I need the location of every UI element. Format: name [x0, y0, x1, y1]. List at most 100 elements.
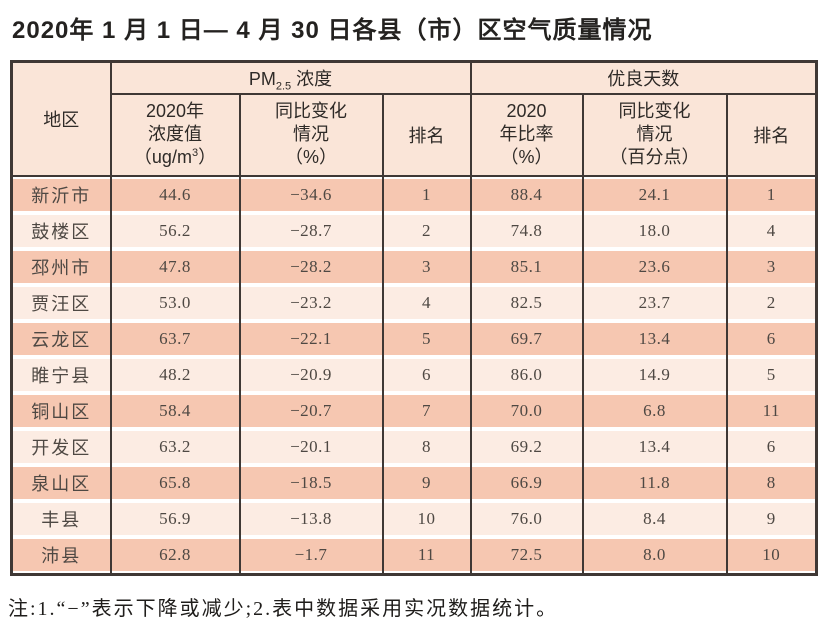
- header-line: （%）: [500, 147, 553, 167]
- pm25-prefix: PM: [248, 68, 276, 89]
- pm-value-cell: 44.6: [109, 175, 241, 213]
- ratio-change-cell: 13.4: [581, 428, 728, 465]
- table-header: 地区 PM2.5 浓度 优良天数 2020年 浓度值 （ug/m3） 同比变化 …: [10, 60, 818, 177]
- pm-value-cell: 56.9: [109, 500, 241, 537]
- ratio-change-cell: 14.9: [581, 356, 728, 393]
- col-header-ratio: 2020 年比率 （%）: [469, 92, 584, 177]
- ratio-change-value: 18.0: [583, 214, 726, 247]
- pm-change-value: −13.8: [240, 502, 382, 535]
- region-cell: 新沂市: [10, 175, 112, 213]
- pm-change-value: −18.5: [240, 466, 382, 499]
- ratio-cell: 74.8: [469, 212, 584, 249]
- air-quality-table: 地区 PM2.5 浓度 优良天数 2020年 浓度值 （ug/m3） 同比变化 …: [10, 60, 819, 576]
- ratio-change-cell: 24.1: [581, 175, 728, 213]
- region-value: 开发区: [13, 430, 110, 463]
- pm25-suffix: 浓度: [291, 68, 333, 89]
- ratio-value: 69.2: [471, 430, 582, 463]
- ratio-value: 82.5: [471, 286, 582, 319]
- pm-value: 65.8: [111, 466, 239, 499]
- good-rank-value: 5: [727, 358, 816, 391]
- pm-value: 53.0: [111, 286, 239, 319]
- region-value: 鼓楼区: [13, 214, 110, 247]
- ratio-change-cell: 6.8: [581, 392, 728, 429]
- pm-change-value: −22.1: [240, 322, 382, 355]
- col-header-good-rank: 排名: [725, 92, 818, 177]
- pm-rank-value: 9: [383, 466, 470, 499]
- ratio-value: 74.8: [471, 214, 582, 247]
- region-cell: 贾汪区: [10, 284, 112, 321]
- pm-change-cell: −13.8: [238, 500, 384, 537]
- pm-rank-cell: 7: [381, 392, 472, 429]
- pm-rank-value: 10: [383, 502, 470, 535]
- good-rank-cell: 8: [725, 464, 818, 501]
- good-rank-value: 9: [727, 502, 816, 535]
- ratio-cell: 66.9: [469, 464, 584, 501]
- pm-value: 63.2: [111, 430, 239, 463]
- pm-value: 63.7: [111, 322, 239, 355]
- pm-rank-value: 11: [383, 538, 470, 571]
- col-header-pm-rank: 排名: [381, 92, 472, 177]
- pm-value-cell: 62.8: [109, 536, 241, 574]
- good-rank-cell: 2: [725, 284, 818, 321]
- ratio-value: 72.5: [471, 538, 582, 571]
- table-row: 贾汪区 53.0 −23.2 4 82.5 23.7 2: [10, 284, 818, 321]
- pm-change-cell: −28.2: [238, 248, 384, 285]
- col-header-region: 地区: [10, 60, 112, 177]
- pm-rank-cell: 11: [381, 536, 472, 574]
- pm-change-cell: −20.7: [238, 392, 384, 429]
- ratio-cell: 85.1: [469, 248, 584, 285]
- pm-change-value: −28.7: [240, 214, 382, 247]
- region-value: 邳州市: [13, 250, 110, 283]
- ratio-change-value: 13.4: [583, 322, 726, 355]
- good-rank-cell: 9: [725, 500, 818, 537]
- table-row: 新沂市 44.6 −34.6 1 88.4 24.1 1: [10, 175, 818, 213]
- good-rank-cell: 10: [725, 536, 818, 574]
- region-value: 泉山区: [13, 466, 110, 499]
- pm-value: 44.6: [111, 178, 239, 211]
- good-rank-value: 11: [727, 394, 816, 427]
- region-cell: 云龙区: [10, 320, 112, 357]
- pm-value-cell: 58.4: [109, 392, 241, 429]
- region-cell: 鼓楼区: [10, 212, 112, 249]
- pm-value: 47.8: [111, 250, 239, 283]
- pm-value-cell: 65.8: [109, 464, 241, 501]
- region-value: 丰县: [13, 502, 110, 535]
- pm-rank-cell: 3: [381, 248, 472, 285]
- ratio-change-value: 8.4: [583, 502, 726, 535]
- region-value: 沛县: [13, 538, 110, 571]
- good-rank-value: 6: [727, 430, 816, 463]
- region-cell: 丰县: [10, 500, 112, 537]
- ratio-cell: 86.0: [469, 356, 584, 393]
- region-cell: 睢宁县: [10, 356, 112, 393]
- ratio-change-value: 24.1: [583, 178, 726, 211]
- header-line: 情况: [636, 124, 673, 144]
- pm-change-cell: −20.1: [238, 428, 384, 465]
- pm-rank-value: 1: [383, 178, 470, 211]
- ratio-cell: 69.2: [469, 428, 584, 465]
- pm-rank-value: 2: [383, 214, 470, 247]
- header-group-row: 地区 PM2.5 浓度 优良天数: [10, 60, 818, 177]
- good-rank-value: 8: [727, 466, 816, 499]
- pm-rank-value: 5: [383, 322, 470, 355]
- pm-value-cell: 53.0: [109, 284, 241, 321]
- pm-value: 56.9: [111, 502, 239, 535]
- region-value: 睢宁县: [13, 358, 110, 391]
- col-group-good-days: 优良天数: [469, 60, 818, 95]
- pm-change-cell: −34.6: [238, 175, 384, 213]
- ratio-cell: 69.7: [469, 320, 584, 357]
- pm-rank-cell: 5: [381, 320, 472, 357]
- pm-value: 62.8: [111, 538, 239, 571]
- header-sub-row: 2020年 浓度值 （ug/m3） 同比变化 情况 （%） 排名 2020 年比…: [12, 92, 818, 177]
- pm-change-cell: −1.7: [238, 536, 384, 574]
- ratio-value: 76.0: [471, 502, 582, 535]
- ratio-change-cell: 23.7: [581, 284, 728, 321]
- ratio-change-value: 23.7: [583, 286, 726, 319]
- region-cell: 泉山区: [10, 464, 112, 501]
- unit-suffix: ）: [198, 147, 217, 167]
- unit-prefix: （ug/m: [133, 147, 192, 167]
- col-group-pm25: PM2.5 浓度: [109, 60, 472, 95]
- pm-change-cell: −20.9: [238, 356, 384, 393]
- ratio-change-value: 6.8: [583, 394, 726, 427]
- pm-value-cell: 56.2: [109, 212, 241, 249]
